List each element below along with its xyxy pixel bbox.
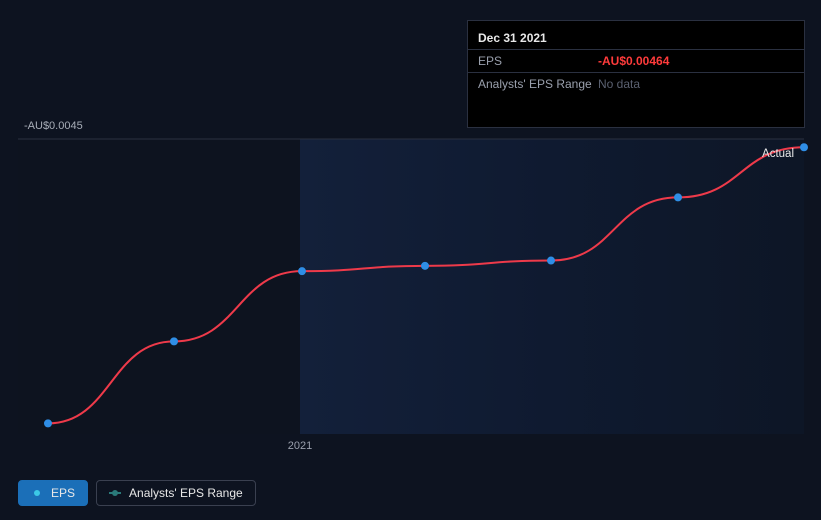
x-axis-tick: 2021 <box>288 440 312 452</box>
legend-item-analysts-range[interactable]: Analysts' EPS Range <box>96 480 256 506</box>
legend-label: Analysts' EPS Range <box>129 486 243 500</box>
tooltip-value: No data <box>598 77 794 91</box>
tooltip-row: EPS -AU$0.00464 <box>468 50 804 73</box>
chart-svg <box>18 139 804 434</box>
eps-chart[interactable]: -AU$0.0045 -AU$0.0095 Actual 2021 <box>18 120 804 450</box>
chart-legend: EPS Analysts' EPS Range <box>18 480 256 506</box>
chart-plot-area[interactable]: Actual <box>18 139 804 434</box>
tooltip-value: -AU$0.00464 <box>598 54 794 68</box>
series-label-actual: Actual <box>762 148 794 160</box>
legend-swatch-icon <box>109 487 121 499</box>
tooltip-title: Dec 31 2021 <box>468 27 804 50</box>
tooltip-key: Analysts' EPS Range <box>478 77 598 91</box>
tooltip-row: Analysts' EPS Range No data <box>468 73 804 121</box>
legend-label: EPS <box>51 486 75 500</box>
legend-swatch-icon <box>31 487 43 499</box>
y-axis-tick-top: -AU$0.0045 <box>24 120 83 132</box>
tooltip-key: EPS <box>478 54 598 68</box>
chart-tooltip: Dec 31 2021 EPS -AU$0.00464 Analysts' EP… <box>467 20 805 128</box>
legend-item-eps[interactable]: EPS <box>18 480 88 506</box>
